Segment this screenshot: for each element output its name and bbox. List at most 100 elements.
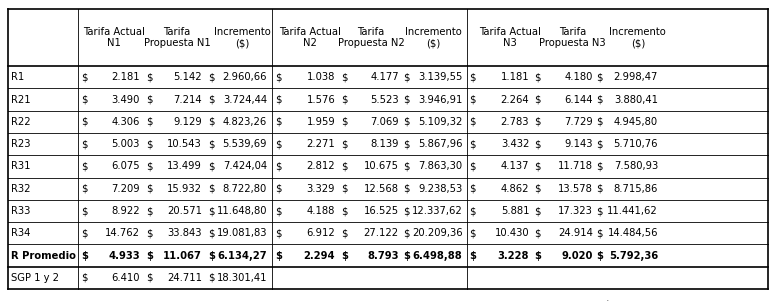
Text: $: $ bbox=[208, 206, 214, 216]
Text: $: $ bbox=[275, 161, 282, 172]
Text: $: $ bbox=[146, 184, 152, 194]
Text: $: $ bbox=[404, 139, 410, 149]
Text: $: $ bbox=[146, 117, 152, 127]
Text: 27.122: 27.122 bbox=[364, 228, 399, 238]
Text: 13.578: 13.578 bbox=[558, 184, 593, 194]
Text: $: $ bbox=[341, 250, 348, 261]
Text: 12.568: 12.568 bbox=[364, 184, 399, 194]
Text: $: $ bbox=[208, 184, 214, 194]
Text: Tarifa Actual
N2: Tarifa Actual N2 bbox=[279, 27, 341, 48]
Text: 2.294: 2.294 bbox=[303, 250, 335, 261]
Text: $: $ bbox=[469, 206, 476, 216]
Text: 10.430: 10.430 bbox=[494, 228, 529, 238]
Text: 9.143: 9.143 bbox=[564, 139, 593, 149]
Text: $: $ bbox=[146, 206, 152, 216]
Text: 33.843: 33.843 bbox=[168, 228, 202, 238]
Text: $: $ bbox=[596, 184, 602, 194]
Text: 5.523: 5.523 bbox=[370, 95, 399, 105]
Text: $: $ bbox=[534, 206, 540, 216]
Text: $: $ bbox=[596, 117, 602, 127]
Text: 4.933: 4.933 bbox=[108, 250, 140, 261]
Text: R1: R1 bbox=[11, 72, 24, 82]
Text: $: $ bbox=[469, 72, 476, 82]
Text: 2.783: 2.783 bbox=[501, 117, 529, 127]
Text: 4.188: 4.188 bbox=[307, 206, 335, 216]
Text: $: $ bbox=[534, 184, 540, 194]
Text: $: $ bbox=[275, 139, 282, 149]
Text: Tarifa Actual
N3: Tarifa Actual N3 bbox=[479, 27, 541, 48]
Text: $: $ bbox=[146, 228, 152, 238]
Text: $: $ bbox=[146, 139, 152, 149]
Text: 7.580,93: 7.580,93 bbox=[614, 161, 658, 172]
Text: $: $ bbox=[469, 139, 476, 149]
Text: $: $ bbox=[275, 206, 282, 216]
Text: 2.271: 2.271 bbox=[307, 139, 335, 149]
Text: Tarifa Actual
N1: Tarifa Actual N1 bbox=[83, 27, 145, 48]
Text: 3.490: 3.490 bbox=[111, 95, 140, 105]
Text: 19.081,83: 19.081,83 bbox=[217, 228, 267, 238]
Text: 1.038: 1.038 bbox=[307, 72, 335, 82]
Text: 6.498,88: 6.498,88 bbox=[413, 250, 462, 261]
Text: $: $ bbox=[208, 117, 214, 127]
Text: $: $ bbox=[469, 228, 476, 238]
Text: $: $ bbox=[534, 72, 540, 82]
Text: $: $ bbox=[341, 95, 348, 105]
Text: Tarifa
Propuesta N2: Tarifa Propuesta N2 bbox=[338, 27, 404, 48]
Text: 7.214: 7.214 bbox=[173, 95, 202, 105]
Text: 7.424,04: 7.424,04 bbox=[223, 161, 267, 172]
Text: $: $ bbox=[146, 72, 152, 82]
Text: 8.715,86: 8.715,86 bbox=[614, 184, 658, 194]
Text: 7.069: 7.069 bbox=[370, 117, 399, 127]
Text: 20.209,36: 20.209,36 bbox=[412, 228, 462, 238]
Text: 9.238,53: 9.238,53 bbox=[418, 184, 462, 194]
Text: 7.729: 7.729 bbox=[564, 117, 593, 127]
Text: 10.543: 10.543 bbox=[167, 139, 202, 149]
Text: 8.139: 8.139 bbox=[370, 139, 399, 149]
Text: $: $ bbox=[275, 117, 282, 127]
Text: $: $ bbox=[81, 139, 87, 149]
Text: 24.914: 24.914 bbox=[558, 228, 593, 238]
Text: 17.323: 17.323 bbox=[558, 206, 593, 216]
Text: 4.823,26: 4.823,26 bbox=[223, 117, 267, 127]
Text: $: $ bbox=[469, 184, 476, 194]
Text: $: $ bbox=[404, 206, 410, 216]
Text: $: $ bbox=[275, 250, 282, 261]
Text: $: $ bbox=[81, 206, 87, 216]
Text: $: $ bbox=[341, 117, 348, 127]
Text: $: $ bbox=[146, 250, 153, 261]
Text: 5.792,36: 5.792,36 bbox=[609, 250, 658, 261]
Text: 14.484,56: 14.484,56 bbox=[608, 228, 658, 238]
Text: $: $ bbox=[534, 228, 540, 238]
Text: Incremento
($): Incremento ($) bbox=[404, 27, 462, 48]
Text: R33: R33 bbox=[11, 206, 30, 216]
Text: 24.711: 24.711 bbox=[167, 273, 202, 283]
Text: 2.998,47: 2.998,47 bbox=[614, 72, 658, 82]
Text: $: $ bbox=[469, 117, 476, 127]
Text: $: $ bbox=[208, 72, 214, 82]
Text: $: $ bbox=[596, 206, 602, 216]
Text: 9.129: 9.129 bbox=[173, 117, 202, 127]
Text: $: $ bbox=[275, 95, 282, 105]
Text: 6.912: 6.912 bbox=[307, 228, 335, 238]
Text: $: $ bbox=[534, 95, 540, 105]
Text: $: $ bbox=[404, 250, 411, 261]
Text: 3.329: 3.329 bbox=[307, 184, 335, 194]
Text: $: $ bbox=[596, 72, 602, 82]
Text: 18.301,41: 18.301,41 bbox=[217, 273, 267, 283]
Text: 11.648,80: 11.648,80 bbox=[217, 206, 267, 216]
Text: $: $ bbox=[208, 139, 214, 149]
Text: $: $ bbox=[146, 273, 152, 283]
Text: 14.762: 14.762 bbox=[105, 228, 140, 238]
Text: Tarifa
Propuesta N3: Tarifa Propuesta N3 bbox=[539, 27, 606, 48]
Text: 16.525: 16.525 bbox=[364, 206, 399, 216]
Text: $: $ bbox=[469, 95, 476, 105]
Text: $: $ bbox=[341, 206, 348, 216]
Text: $: $ bbox=[208, 273, 214, 283]
Text: Incremento
($): Incremento ($) bbox=[609, 27, 667, 48]
Text: 4.945,80: 4.945,80 bbox=[614, 117, 658, 127]
Text: Tarifa
Propuesta N1: Tarifa Propuesta N1 bbox=[144, 27, 210, 48]
Text: 4.306: 4.306 bbox=[111, 117, 140, 127]
Text: $: $ bbox=[534, 139, 540, 149]
Text: $: $ bbox=[275, 184, 282, 194]
Text: $: $ bbox=[81, 72, 87, 82]
